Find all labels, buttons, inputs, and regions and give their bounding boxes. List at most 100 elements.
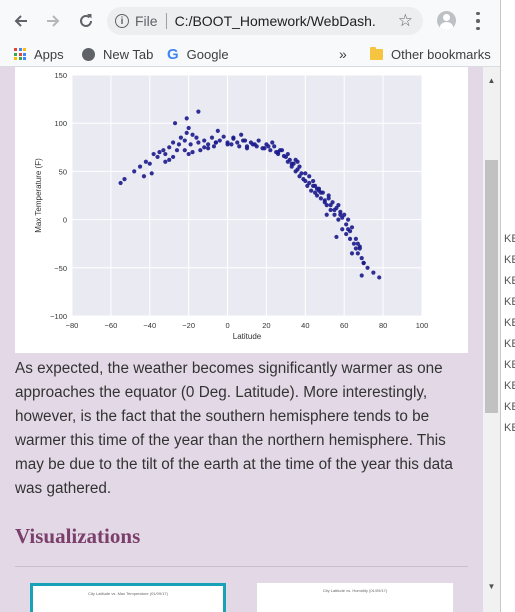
background-window-fragment: KE bbox=[504, 275, 515, 287]
data-point bbox=[176, 142, 182, 147]
data-point bbox=[344, 231, 349, 237]
data-point bbox=[137, 164, 143, 169]
data-point bbox=[182, 148, 187, 153]
thumbnail-caption: City Latitude vs. Max Temperature (01/09… bbox=[88, 591, 168, 596]
bookmark-other-label: Other bookmarks bbox=[391, 46, 491, 62]
data-point bbox=[336, 217, 341, 222]
background-window-fragment: KE bbox=[504, 317, 515, 329]
data-point bbox=[326, 193, 331, 198]
globe-icon bbox=[82, 47, 95, 61]
data-point bbox=[229, 142, 234, 147]
bookmark-new-tab-label: New Tab bbox=[103, 46, 154, 62]
data-point bbox=[182, 138, 187, 143]
bookmark-apps[interactable]: Apps bbox=[14, 45, 64, 63]
data-point bbox=[287, 157, 292, 162]
data-point bbox=[188, 142, 193, 147]
info-icon[interactable]: i bbox=[115, 14, 129, 28]
data-point bbox=[167, 145, 172, 150]
forward-button[interactable] bbox=[40, 8, 66, 34]
y-tick-label: −100 bbox=[50, 312, 67, 321]
chart-description: As expected, the weather becomes signifi… bbox=[15, 360, 453, 497]
data-point bbox=[231, 135, 236, 140]
star-icon[interactable]: ☆ bbox=[397, 11, 413, 30]
data-point bbox=[353, 246, 358, 251]
thumbnail-humidity[interactable]: City Latitude vs. Humidity (01/09/17) bbox=[257, 583, 453, 612]
y-tick-label: 50 bbox=[59, 167, 67, 176]
data-point bbox=[336, 203, 341, 208]
data-point bbox=[171, 140, 176, 145]
data-point bbox=[353, 236, 358, 241]
google-icon: G bbox=[167, 45, 179, 63]
data-point bbox=[155, 154, 160, 160]
data-point bbox=[190, 150, 195, 155]
data-point bbox=[346, 227, 351, 232]
data-point bbox=[326, 196, 331, 201]
scrollbar-thumb[interactable] bbox=[485, 160, 498, 413]
menu-icon[interactable] bbox=[474, 10, 482, 32]
data-point bbox=[143, 159, 148, 164]
data-point bbox=[299, 171, 304, 176]
data-point bbox=[163, 159, 168, 164]
background-window-fragment: KE bbox=[504, 233, 515, 245]
data-point bbox=[355, 251, 360, 256]
data-point bbox=[186, 151, 191, 157]
vertical-scrollbar[interactable]: ▲ ▼ bbox=[483, 67, 500, 612]
data-point bbox=[196, 109, 201, 114]
data-point bbox=[122, 177, 127, 182]
data-point bbox=[272, 144, 277, 149]
data-point bbox=[314, 193, 320, 198]
address-url[interactable]: C:/BOOT_Homework/WebDash... bbox=[174, 13, 375, 29]
data-point bbox=[209, 135, 215, 140]
bookmark-google[interactable]: G Google bbox=[167, 45, 229, 63]
data-point bbox=[141, 174, 147, 179]
data-point bbox=[338, 209, 343, 214]
data-point bbox=[151, 151, 156, 157]
data-point bbox=[167, 157, 172, 162]
address-prefix: File bbox=[135, 13, 158, 29]
plot-area bbox=[72, 75, 422, 316]
data-point bbox=[172, 121, 178, 126]
data-point bbox=[194, 135, 199, 140]
data-point bbox=[377, 275, 382, 280]
data-point bbox=[221, 134, 226, 139]
address-bar[interactable]: i File C:/BOOT_Homework/WebDash... ☆ bbox=[107, 7, 423, 35]
browser-toolbar: i File C:/BOOT_Homework/WebDash... ☆ bbox=[0, 0, 500, 42]
data-point bbox=[262, 146, 267, 151]
data-point bbox=[147, 161, 152, 166]
data-point bbox=[244, 144, 250, 149]
data-point bbox=[359, 273, 364, 278]
data-point bbox=[355, 241, 360, 246]
visualizations-heading: Visualizations bbox=[15, 524, 141, 548]
y-tick-label: −50 bbox=[54, 264, 67, 273]
y-tick-label: 0 bbox=[63, 216, 67, 225]
data-point bbox=[276, 150, 281, 155]
bookmark-other[interactable]: Other bookmarks bbox=[370, 45, 491, 63]
data-point bbox=[215, 128, 220, 134]
bookmark-new-tab[interactable]: New Tab bbox=[82, 45, 153, 63]
reload-button[interactable] bbox=[73, 8, 99, 34]
bookmarks-overflow-button[interactable]: » bbox=[339, 46, 347, 62]
data-point bbox=[307, 174, 312, 179]
scroll-down-arrow-icon[interactable]: ▼ bbox=[487, 582, 496, 591]
data-point bbox=[334, 234, 339, 240]
data-point bbox=[332, 207, 337, 213]
data-point bbox=[349, 225, 355, 230]
data-point bbox=[184, 130, 189, 135]
background-window-fragment: KE bbox=[504, 338, 515, 350]
x-tick-label: 60 bbox=[340, 321, 348, 330]
data-point bbox=[365, 265, 370, 270]
profile-avatar[interactable] bbox=[437, 11, 456, 30]
back-button[interactable] bbox=[8, 8, 34, 34]
data-point bbox=[328, 203, 333, 208]
data-point bbox=[270, 140, 275, 145]
data-point bbox=[318, 190, 323, 195]
data-point bbox=[237, 144, 242, 149]
data-point bbox=[268, 148, 273, 153]
data-point bbox=[184, 116, 189, 121]
thumbnail-max-temperature[interactable]: City Latitude vs. Max Temperature (01/09… bbox=[30, 583, 226, 612]
scroll-up-arrow-icon[interactable]: ▲ bbox=[487, 76, 496, 85]
data-point bbox=[349, 251, 355, 256]
x-tick-label: 40 bbox=[301, 321, 309, 330]
data-point bbox=[311, 178, 316, 184]
data-point bbox=[242, 138, 248, 143]
